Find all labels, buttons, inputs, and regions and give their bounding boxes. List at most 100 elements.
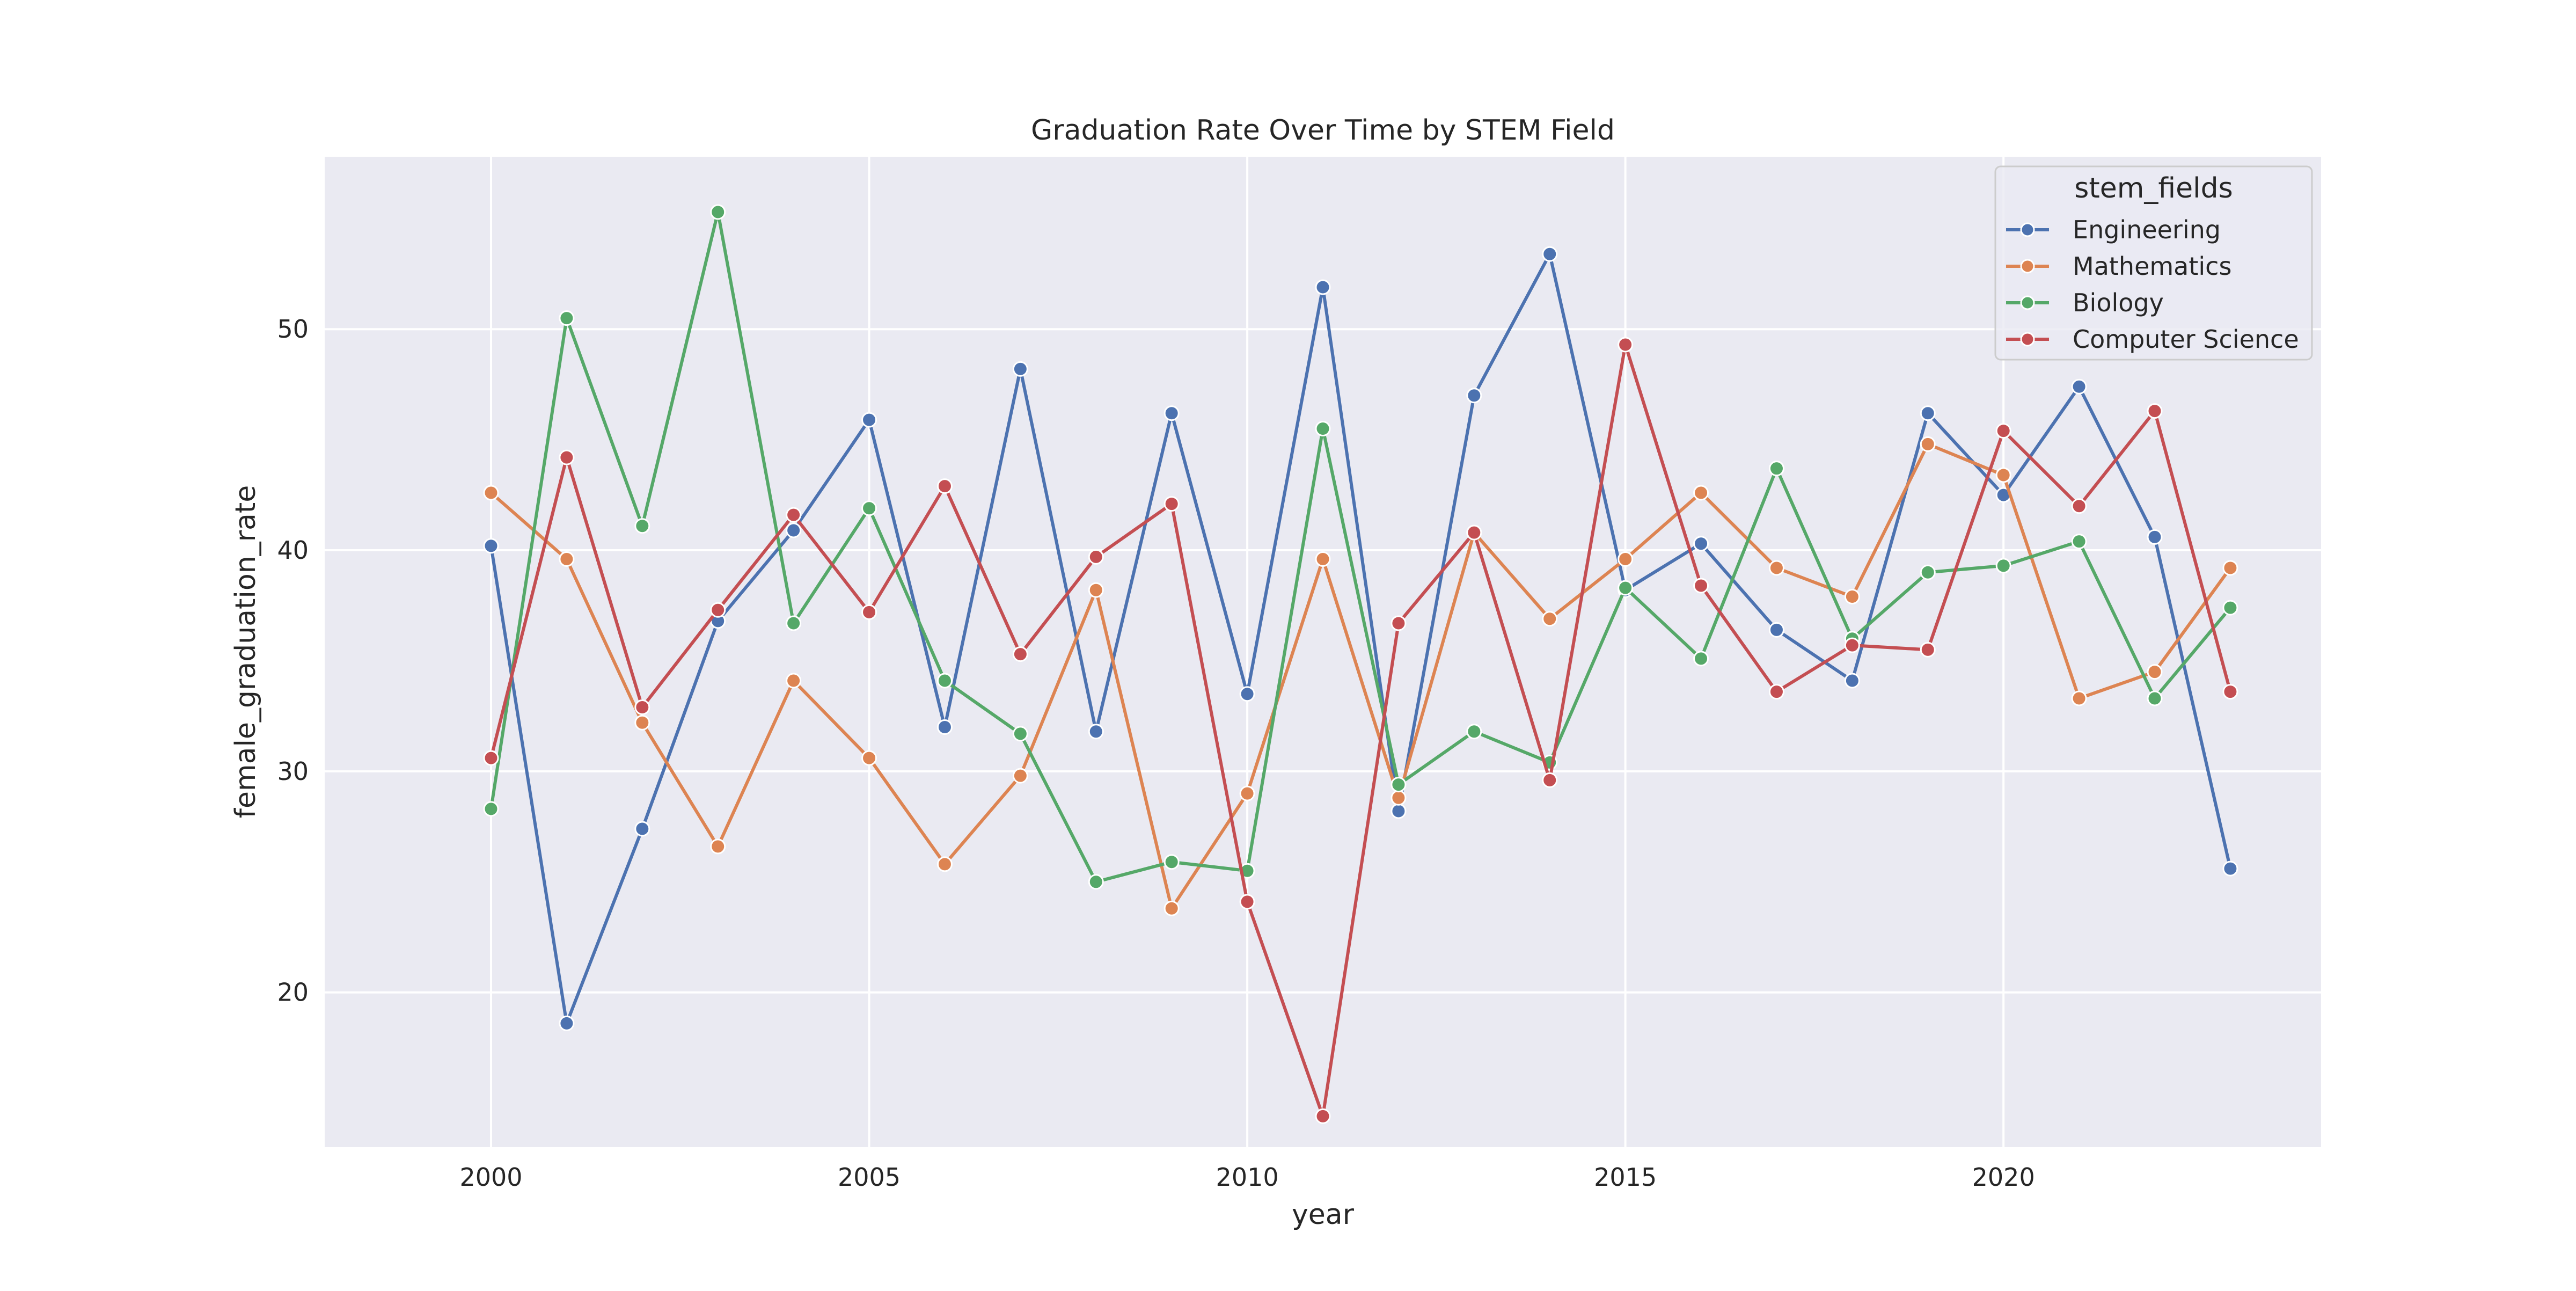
- data-point-computer-science: [1768, 684, 1784, 700]
- data-point-biology: [1163, 854, 1180, 870]
- data-point-mathematics: [2147, 664, 2163, 680]
- data-point-engineering: [786, 522, 802, 538]
- legend-label: Mathematics: [2073, 252, 2231, 281]
- legend-box: [1994, 165, 2313, 361]
- data-point-computer-science: [1012, 646, 1028, 662]
- series-computer-science: [483, 337, 2238, 1124]
- legend-item-biology: Biology: [2006, 288, 2164, 317]
- chart-title: Graduation Rate Over Time by STEM Field: [1031, 114, 1615, 147]
- y-axis-label: female_graduation_rate: [230, 485, 262, 819]
- data-point-biology: [2222, 600, 2238, 616]
- data-point-biology: [936, 673, 953, 689]
- series-engineering: [483, 246, 2238, 1031]
- x-axis-label: year: [1292, 1199, 1355, 1231]
- data-point-mathematics: [1768, 560, 1784, 576]
- series-lines: [483, 204, 2238, 1124]
- data-point-engineering: [559, 1015, 575, 1031]
- data-point-mathematics: [1693, 485, 1709, 501]
- legend-swatch-marker: [2020, 332, 2035, 347]
- series-line-biology: [489, 210, 2232, 884]
- legend-label: Biology: [2073, 288, 2164, 317]
- data-point-biology: [1391, 777, 1407, 793]
- data-point-engineering: [1920, 405, 1936, 421]
- data-point-computer-science: [861, 604, 877, 620]
- data-point-mathematics: [559, 551, 575, 567]
- data-point-computer-science: [1163, 496, 1180, 512]
- data-point-biology: [1315, 421, 1331, 437]
- data-point-engineering: [1239, 686, 1255, 702]
- data-point-engineering: [1844, 673, 1860, 689]
- data-point-computer-science: [1844, 637, 1860, 653]
- plot-area: [325, 157, 2321, 1147]
- data-point-mathematics: [1618, 551, 1634, 567]
- data-point-computer-science: [786, 507, 802, 523]
- y-tick-label: 50: [277, 315, 309, 344]
- data-point-mathematics: [1391, 790, 1407, 806]
- data-point-biology: [861, 500, 877, 516]
- data-point-mathematics: [483, 485, 499, 501]
- data-point-computer-science: [936, 478, 953, 494]
- data-point-computer-science: [2147, 403, 2163, 419]
- data-point-mathematics: [2071, 690, 2087, 706]
- data-point-mathematics: [1012, 768, 1028, 784]
- data-point-computer-science: [559, 449, 575, 465]
- y-tick-label: 40: [277, 536, 309, 565]
- data-point-engineering: [1163, 405, 1180, 421]
- legend: stem_fields Engineering Mathematics Biolog…: [1994, 165, 2313, 361]
- data-point-biology: [1995, 558, 2011, 574]
- data-point-biology: [1088, 874, 1104, 890]
- data-point-biology: [634, 518, 650, 534]
- data-point-computer-science: [483, 750, 499, 766]
- data-point-biology: [1768, 461, 1784, 477]
- data-point-mathematics: [1920, 436, 1936, 452]
- x-tick-label: 2000: [459, 1163, 522, 1192]
- x-tick-label: 2005: [838, 1163, 901, 1192]
- data-point-computer-science: [710, 602, 726, 618]
- data-point-mathematics: [786, 673, 802, 689]
- data-point-mathematics: [1239, 785, 1255, 801]
- data-point-computer-science: [1466, 524, 1482, 541]
- data-point-computer-science: [1542, 772, 1558, 788]
- data-point-computer-science: [1239, 894, 1255, 910]
- data-point-biology: [2071, 534, 2087, 550]
- data-point-biology: [2147, 690, 2163, 706]
- data-point-mathematics: [936, 856, 953, 872]
- data-point-biology: [1920, 564, 1936, 580]
- data-point-computer-science: [1995, 423, 2011, 439]
- data-point-computer-science: [1391, 615, 1407, 631]
- data-point-computer-science: [1088, 549, 1104, 565]
- data-point-biology: [559, 310, 575, 326]
- data-point-computer-science: [1920, 641, 1936, 658]
- data-point-engineering: [1542, 246, 1558, 262]
- data-point-engineering: [1391, 803, 1407, 819]
- data-point-engineering: [1012, 361, 1028, 377]
- data-point-biology: [1693, 651, 1709, 667]
- legend-label: Computer Science: [2073, 325, 2299, 354]
- data-point-engineering: [936, 719, 953, 735]
- data-point-engineering: [483, 538, 499, 554]
- series-line-computer-science: [489, 343, 2232, 1118]
- legend-item-engineering: Engineering: [2006, 215, 2221, 244]
- data-point-mathematics: [1995, 467, 2011, 483]
- data-point-computer-science: [1618, 337, 1634, 353]
- data-point-engineering: [634, 821, 650, 837]
- data-point-mathematics: [1088, 582, 1104, 598]
- legend-title: stem_fields: [2074, 172, 2233, 205]
- grid-lines: [325, 157, 2321, 1147]
- x-tick-label: 2015: [1594, 1163, 1657, 1192]
- data-point-biology: [710, 204, 726, 220]
- data-point-biology: [1012, 726, 1028, 742]
- data-point-computer-science: [634, 699, 650, 715]
- data-point-mathematics: [634, 714, 650, 731]
- legend-label: Engineering: [2073, 215, 2221, 244]
- data-point-engineering: [1088, 724, 1104, 740]
- data-point-engineering: [1466, 388, 1482, 404]
- data-point-biology: [1618, 580, 1634, 596]
- data-point-mathematics: [1844, 589, 1860, 605]
- data-point-computer-science: [1315, 1108, 1331, 1124]
- data-point-mathematics: [1542, 611, 1558, 627]
- legend-swatch-marker: [2020, 222, 2035, 237]
- data-point-engineering: [2222, 860, 2238, 877]
